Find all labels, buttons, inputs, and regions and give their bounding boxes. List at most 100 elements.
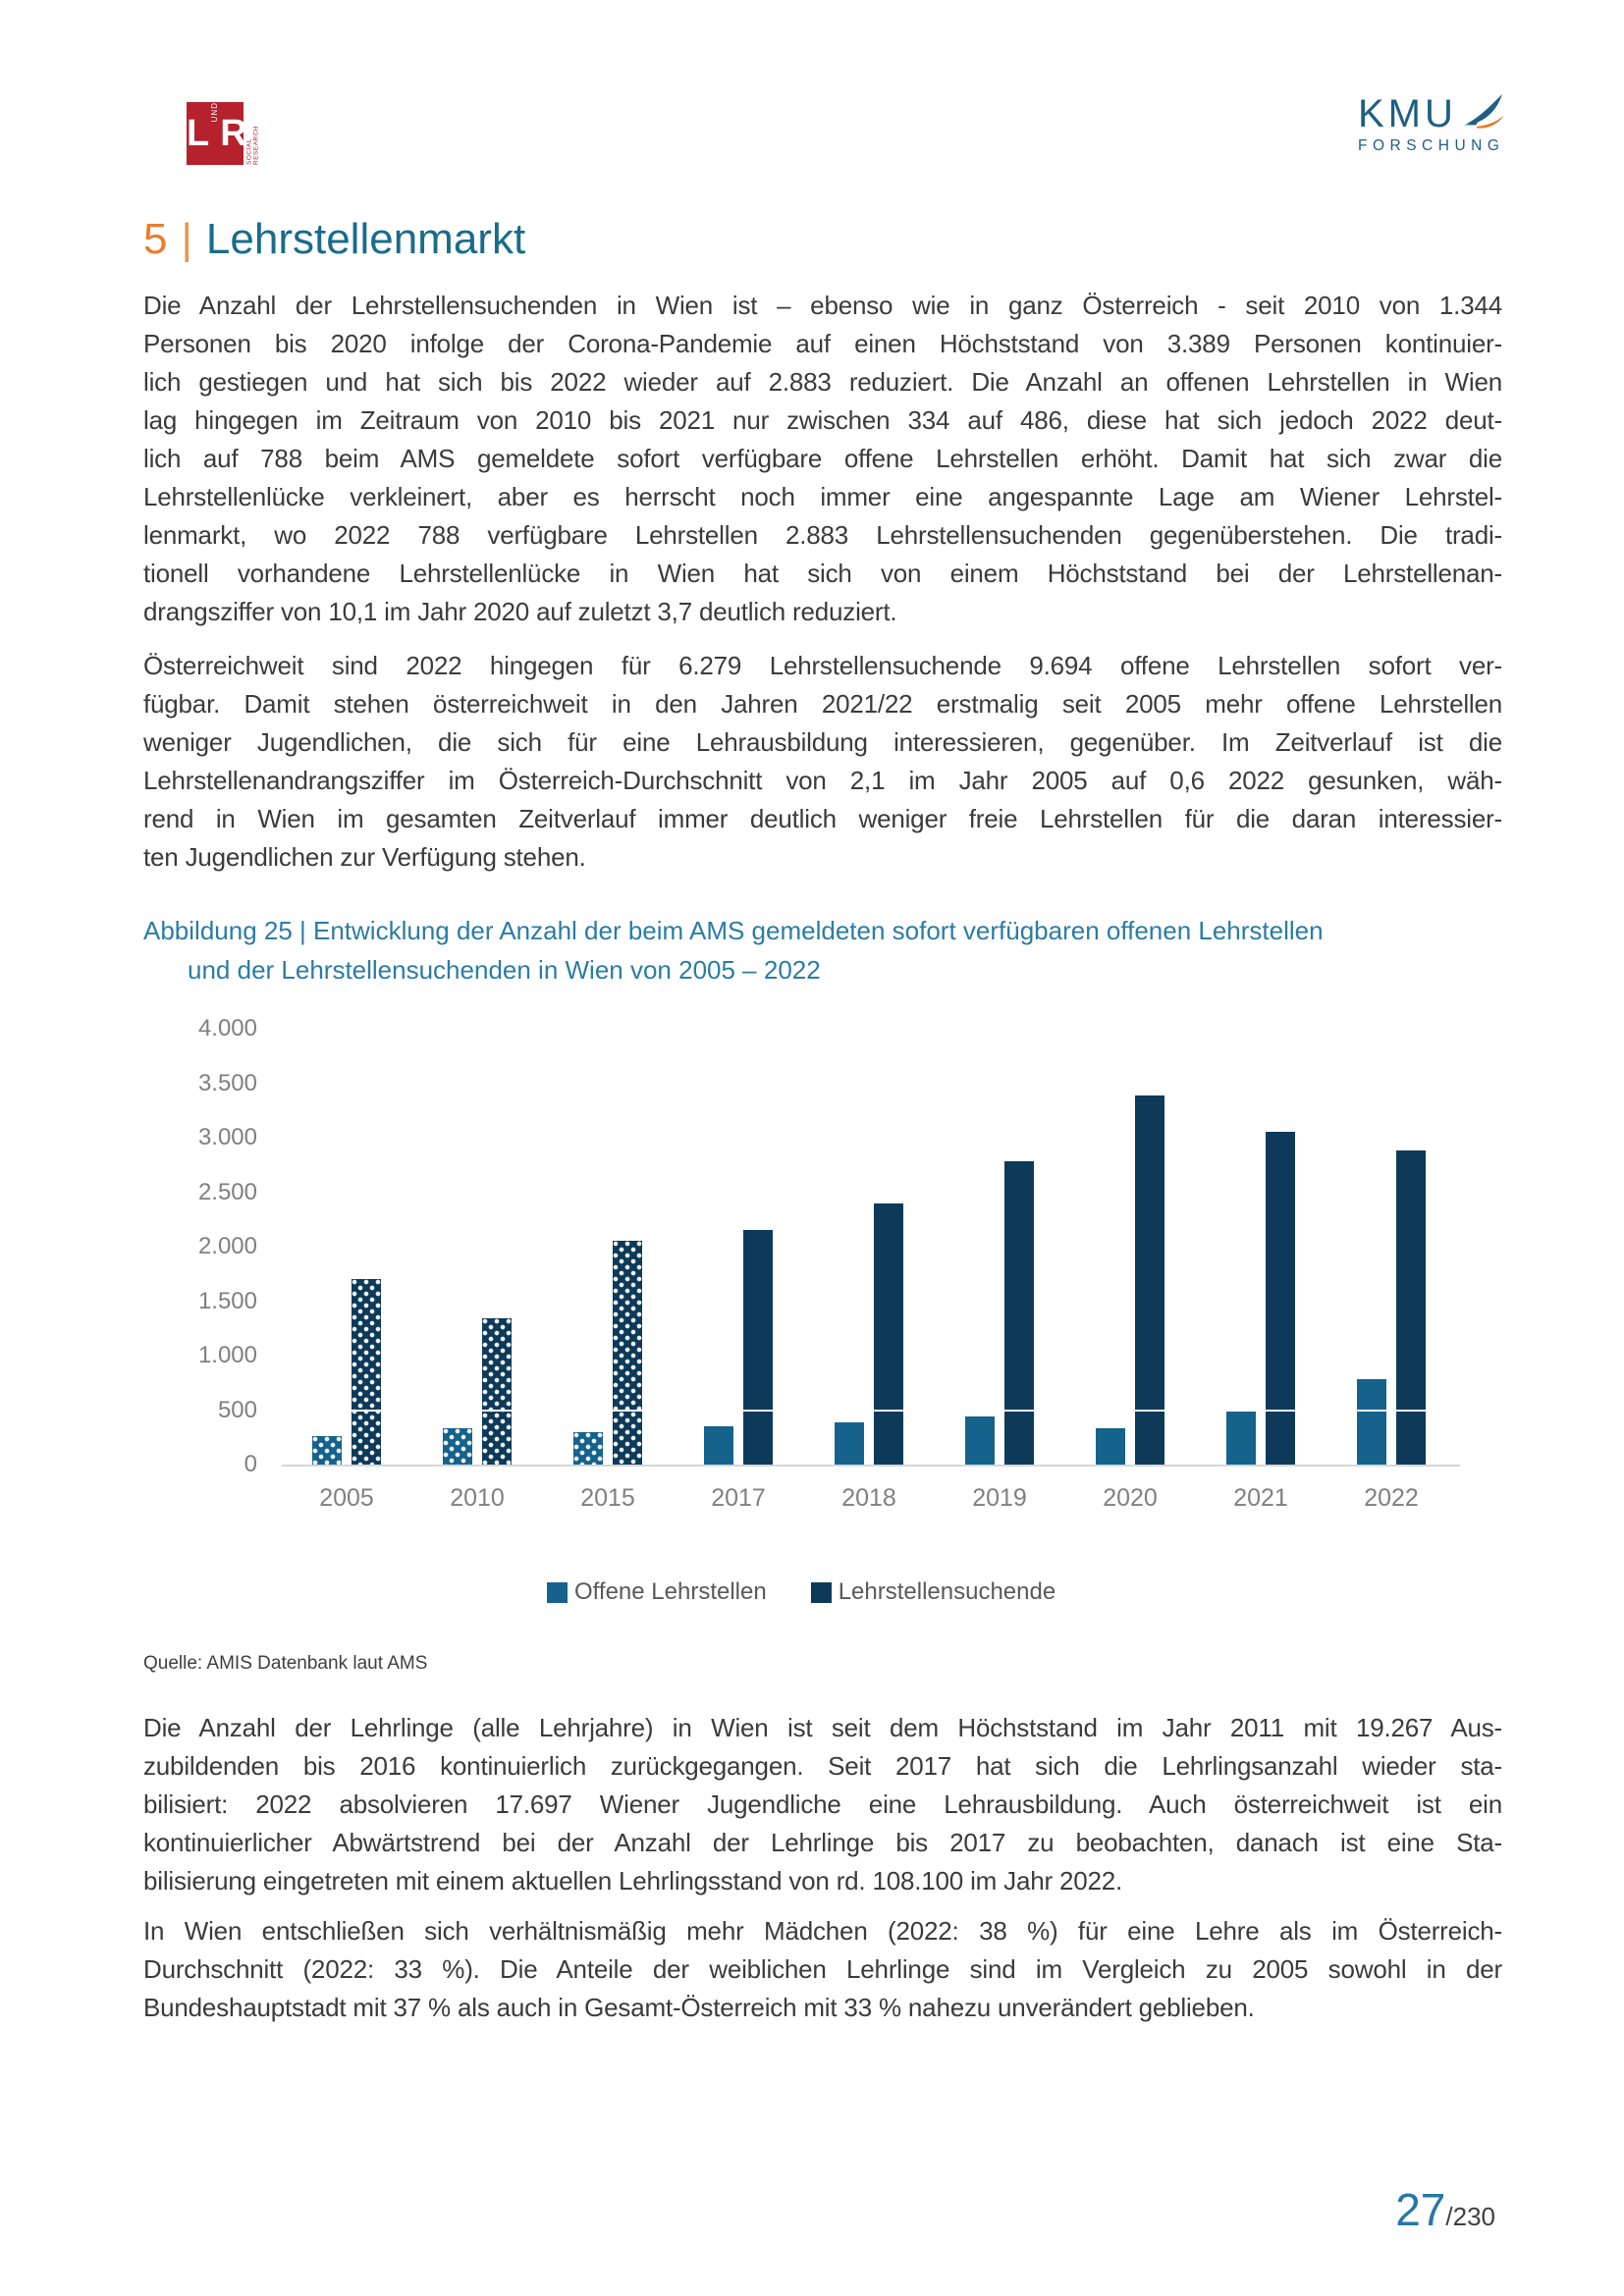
x-tick-label: 2010 — [450, 1484, 505, 1512]
x-tick-label: 2021 — [1233, 1484, 1288, 1512]
y-tick-label: 0 — [244, 1451, 257, 1477]
bar-suchende-2015 — [613, 1241, 642, 1465]
bar-suchende-2010 — [482, 1318, 512, 1465]
bar-offene-2020 — [1096, 1428, 1125, 1465]
bar-offene-2017 — [704, 1426, 733, 1465]
text-line: Lehrstellenandrangsziffer im Österreich-… — [143, 766, 1502, 795]
kmu-logo-subtitle: FORSCHUNG — [1358, 137, 1505, 154]
text-line: Abbildung 25 | Entwicklung der Anzahl de… — [143, 916, 1324, 945]
plot-area — [282, 1029, 1460, 1467]
legend-label-suchende: Lehrstellensuchende — [838, 1578, 1056, 1605]
text-line: bilisierung eingetreten mit einem aktuel… — [143, 1866, 1123, 1896]
bar-offene-2005 — [312, 1436, 342, 1465]
bar-group-2017 — [704, 1230, 773, 1465]
figure-source: Quelle: AMIS Datenbank laut AMS — [143, 1653, 428, 1674]
lr-logo-und: UND — [210, 102, 220, 123]
bar-group-2022 — [1357, 1150, 1426, 1465]
bar-offene-2015 — [573, 1432, 603, 1465]
kmu-logo-title: KMU — [1358, 92, 1457, 135]
page-number-total: /230 — [1445, 2202, 1495, 2231]
legend-swatch-offene — [547, 1581, 568, 1603]
lr-logo-letters: L UND R — [187, 102, 247, 165]
lr-logo-r: R — [220, 113, 247, 154]
figure-caption: Abbildung 25 | Entwicklung der Anzahl de… — [143, 911, 1502, 989]
bar-group-2015 — [573, 1241, 642, 1465]
text-line: Österreichweit sind 2022 hingegen für 6.… — [143, 651, 1502, 680]
text-line: lich auf 788 beim AMS gemeldete sofort v… — [143, 444, 1502, 473]
bar-group-2020 — [1096, 1095, 1164, 1465]
gridline-500 — [282, 1410, 1460, 1412]
bar-suchende-2019 — [1004, 1161, 1034, 1465]
bar-offene-2019 — [965, 1416, 995, 1465]
text-line: ten Jugendlichen zur Verfügung stehen. — [143, 842, 586, 872]
bar-suchende-2005 — [352, 1279, 381, 1465]
text-line: Personen bis 2020 infolge der Corona-Pan… — [143, 329, 1502, 358]
chart-legend: Offene Lehrstellen Lehrstellensuchende — [547, 1578, 1056, 1606]
bar-group-2021 — [1226, 1132, 1295, 1465]
x-tick-label: 2015 — [580, 1484, 635, 1512]
text-line: Die Anzahl der Lehrstellensuchenden in W… — [143, 291, 1502, 320]
paragraph-1: Die Anzahl der Lehrstellensuchenden in W… — [143, 287, 1502, 631]
x-tick-label: 2022 — [1364, 1484, 1419, 1512]
bar-offene-2021 — [1226, 1412, 1256, 1465]
paragraph-3: Die Anzahl der Lehrlinge (alle Lehrjahre… — [143, 1709, 1502, 1900]
text-line: bilisiert: 2022 absolvieren 17.697 Wiene… — [143, 1789, 1502, 1819]
y-axis-labels: 4.000 3.500 3.000 2.500 2.000 1.500 1.000 500 0 — [143, 1015, 257, 1478]
text-line: kontinuierlicher Abwärtstrend bei der An… — [143, 1828, 1502, 1857]
text-line: und der Lehrstellensuchenden in Wien von… — [188, 955, 821, 985]
kmu-forschung-logo: KMU FORSCHUNG — [1358, 90, 1505, 155]
x-tick-label: 2018 — [841, 1484, 896, 1512]
bar-offene-2022 — [1357, 1379, 1386, 1465]
text-line: fügbar. Damit stehen österreichweit in d… — [143, 689, 1502, 719]
paragraph-2: Österreichweit sind 2022 hingegen für 6.… — [143, 647, 1502, 877]
x-axis-labels: 2005 2010 2015 2017 2018 2019 2020 2021 2022 — [282, 1484, 1460, 1518]
bar-group-2010 — [443, 1318, 512, 1465]
bar-group-2018 — [835, 1203, 903, 1465]
text-line: In Wien entschließen sich verhältnismäßi… — [143, 1916, 1502, 1946]
bar-offene-2010 — [443, 1428, 472, 1465]
y-tick-label: 500 — [217, 1396, 257, 1423]
text-line: Durchschnitt (2022: 33 %). Die Anteile d… — [143, 1954, 1502, 1984]
chapter-title: Lehrstellenmarkt — [205, 215, 526, 263]
y-tick-label: 2.000 — [197, 1233, 257, 1259]
legend-swatch-suchende — [810, 1581, 832, 1603]
kmu-logo-top: KMU — [1358, 90, 1505, 133]
text-line: zubildenden bis 2016 kontinuierlich zurü… — [143, 1751, 1502, 1781]
chapter-number: 5 — [143, 215, 168, 263]
text-line: lag hingegen im Zeitraum von 2010 bis 20… — [143, 405, 1502, 435]
bar-suchende-2017 — [743, 1230, 773, 1465]
chapter-heading: 5 | Lehrstellenmarkt — [143, 214, 525, 265]
legend-item-suchende: Lehrstellensuchende — [810, 1578, 1056, 1606]
y-tick-label: 2.500 — [197, 1178, 257, 1205]
lr-logo-l: L — [187, 113, 210, 154]
chapter-separator: | — [181, 215, 192, 263]
text-line: lich gestiegen und hat sich bis 2022 wie… — [143, 367, 1502, 397]
x-tick-label: 2019 — [972, 1484, 1027, 1512]
y-tick-label: 4.000 — [197, 1015, 257, 1041]
y-tick-label: 1.500 — [197, 1287, 257, 1314]
x-tick-label: 2020 — [1103, 1484, 1158, 1512]
page-number: 27 /230 — [1395, 2183, 1495, 2236]
text-line: lenmarkt, wo 2022 788 verfügbare Lehrste… — [143, 520, 1502, 550]
y-tick-label: 1.000 — [197, 1342, 257, 1368]
text-line: tionell vorhandene Lehrstellenlücke in W… — [143, 559, 1502, 588]
x-tick-label: 2017 — [711, 1484, 766, 1512]
bar-suchende-2020 — [1135, 1095, 1164, 1465]
y-tick-label: 3.000 — [197, 1124, 257, 1150]
x-tick-label: 2005 — [319, 1484, 374, 1512]
text-line: Die Anzahl der Lehrlinge (alle Lehrjahre… — [143, 1713, 1502, 1742]
bar-group-2005 — [312, 1279, 381, 1465]
bar-offene-2018 — [835, 1422, 864, 1465]
text-line: weniger Jugendlichen, die sich für eine … — [143, 727, 1502, 757]
legend-label-offene: Offene Lehrstellen — [574, 1578, 767, 1605]
y-tick-label: 3.500 — [197, 1069, 257, 1096]
text-line: rend in Wien im gesamten Zeitverlauf imm… — [143, 804, 1502, 833]
bar-group-2019 — [965, 1161, 1034, 1465]
paragraph-4: In Wien entschließen sich verhältnismäßi… — [143, 1912, 1502, 2027]
bar-suchende-2018 — [874, 1203, 903, 1465]
text-line: Bundeshauptstadt mit 37 % als auch in Ge… — [143, 1993, 1255, 2022]
bar-chart: 4.000 3.500 3.000 2.500 2.000 1.500 1.000 500 0 … — [143, 1015, 1502, 1565]
feather-icon — [1463, 93, 1504, 129]
text-line: drangsziffer von 10,1 im Jahr 2020 auf z… — [143, 597, 897, 626]
